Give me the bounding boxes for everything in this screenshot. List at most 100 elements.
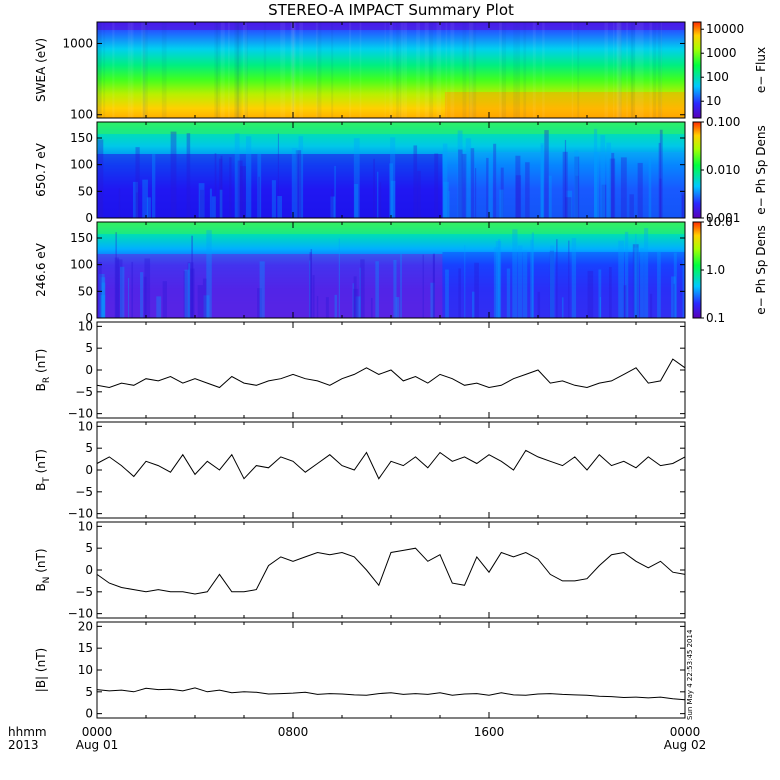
bmag-series-line [96, 687, 686, 701]
pad650-streak [474, 168, 477, 218]
pad650-streak [493, 143, 497, 218]
bn-ytick-label: 5 [85, 541, 93, 555]
pad246-streak [114, 257, 120, 318]
bt-series-line [96, 449, 686, 480]
pad246-streak [632, 244, 639, 318]
pad246-streak [682, 260, 685, 318]
pad650-ytick-label: 150 [70, 131, 93, 145]
bt-frame [96, 421, 686, 519]
swea-streak [396, 22, 399, 118]
pad650-streak [295, 150, 302, 218]
pad246-streak [188, 263, 191, 318]
pad650-streak [209, 188, 212, 218]
bmag-ytick-label: 15 [78, 641, 93, 655]
pad246-streak [187, 262, 194, 318]
pad650-streak [277, 133, 279, 218]
bn-ytick-label: 10 [78, 519, 93, 533]
pad650-colorbar-label: e− Ph Sp Dens [754, 125, 768, 214]
pad246-ytick-label: 50 [78, 284, 93, 298]
bmag-ytick-label: 20 [78, 619, 93, 633]
pad246-streak [206, 230, 212, 318]
swea-streak [416, 22, 420, 118]
pad650-streak [448, 190, 450, 218]
pad650-streak [200, 189, 205, 218]
pad246-streak [100, 295, 106, 318]
pad650-streak [390, 180, 396, 218]
swea-streak [660, 22, 662, 118]
pad246-streak [316, 295, 319, 318]
swea-streak [639, 22, 644, 118]
panel-pad246: 0.1 1.0 10.0 e− Ph Sp Dens 0 50 100 150 246.6 eV [34, 215, 768, 325]
swea-streak [571, 22, 574, 118]
pad246-colorbar-tick-label: 0.1 [706, 311, 725, 325]
pad246-streak [257, 288, 262, 318]
swea-heatmap-cells [97, 22, 685, 118]
pad650-streak [298, 136, 304, 218]
swea-streak [235, 22, 240, 118]
pad246-streak [633, 247, 640, 318]
swea-streak [403, 22, 408, 118]
time-axis-row-label-year: 2013 [8, 738, 39, 752]
swea-ytick-label: 1000 [62, 36, 93, 50]
swea-colorbar-label: e− Flux [754, 47, 768, 93]
pad246-streak [338, 238, 340, 318]
pad246-streak [518, 245, 523, 318]
bt-ytick-label: 5 [85, 441, 93, 455]
pad246-streak [430, 282, 435, 318]
pad246-streak [183, 271, 187, 318]
pad650-colorbar-tick-label: 0.010 [706, 163, 740, 177]
pad246-streak [325, 297, 329, 318]
pad650-ytick-label: 50 [78, 184, 93, 198]
swea-colorbar [692, 21, 702, 119]
pad650-streak [681, 195, 684, 218]
pad650-streak [606, 142, 612, 218]
panel-pad650: 0.001 0.010 0.100 e− Ph Sp Dens 0 50 100 150 650… [34, 115, 768, 225]
pad650-streak [146, 197, 151, 218]
pad650-ylabel: 650.7 eV [34, 142, 48, 197]
swea-streak [220, 22, 225, 118]
pad650-streak [234, 133, 240, 218]
pad246-streak [100, 277, 106, 318]
swea-streak [127, 22, 132, 118]
pad650-streak [229, 157, 232, 218]
swea-streak [359, 22, 362, 118]
pad246-streak [355, 296, 361, 318]
pad650-streak [389, 163, 394, 218]
pad246-streak [493, 247, 500, 318]
br-ytick-label: 10 [78, 319, 93, 333]
pad246-streak [657, 251, 661, 318]
swea-streak [626, 22, 628, 118]
pad246-streak [474, 262, 479, 318]
swea-streak [290, 22, 295, 118]
pad650-streak [291, 147, 298, 218]
swea-streak [523, 22, 527, 118]
pad650-streak [515, 155, 521, 218]
swea-streak [234, 22, 239, 118]
bn-ytick-label: 0 [85, 563, 93, 577]
pad246-high-region [442, 252, 685, 318]
pad246-streak [433, 253, 435, 318]
pad246-streak [375, 261, 379, 318]
pad246-streak [309, 260, 311, 318]
pad650-streak [170, 131, 177, 218]
br-ytick-label: 5 [85, 341, 93, 355]
pad650-streak [499, 189, 504, 218]
swea-streak [450, 22, 455, 118]
pad650-streak [118, 188, 121, 218]
swea-streak [616, 22, 621, 118]
swea-ytick-label: 100 [70, 108, 93, 122]
pad246-streak [624, 231, 629, 318]
pad650-streak [237, 160, 243, 218]
pad650-high-region [442, 152, 685, 218]
pad650-streak [353, 138, 360, 218]
pad650-streak [601, 184, 607, 218]
pad650-streak [458, 149, 463, 218]
pad650-streak [151, 153, 156, 218]
pad650-streak [574, 150, 579, 218]
pad246-streak [310, 249, 313, 318]
pad246-streak [587, 270, 594, 318]
pad650-streak [373, 158, 375, 218]
swea-streak [499, 22, 503, 118]
pad650-streak [218, 158, 223, 218]
swea-colorbar-tick-label: 10000 [706, 22, 744, 36]
